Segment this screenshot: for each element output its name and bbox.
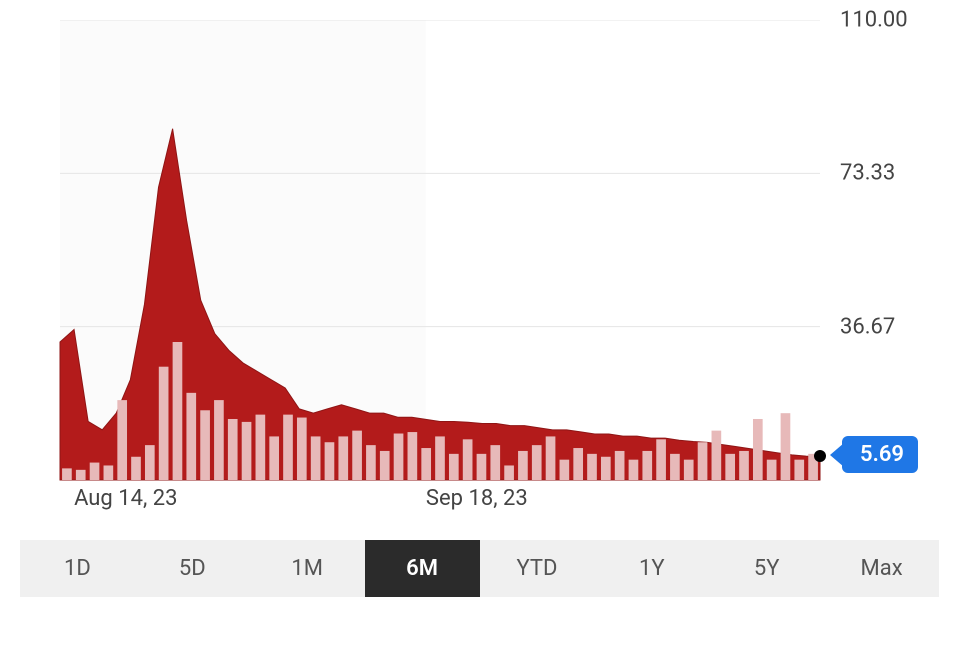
range-selector: 1D 5D 1M 6M YTD 1Y 5Y Max [20, 540, 939, 597]
range-btn-5y[interactable]: 5Y [709, 540, 824, 597]
x-axis-tick-label: Aug 14, 23 [74, 486, 177, 511]
y-axis-tick-label: 110.00 [840, 8, 920, 33]
range-btn-ytd[interactable]: YTD [480, 540, 595, 597]
y-axis-tick-label: 73.33 [840, 161, 920, 186]
price-area-chart[interactable] [20, 20, 940, 516]
range-btn-1y[interactable]: 1Y [594, 540, 709, 597]
x-axis-tick-label: Sep 18, 23 [426, 486, 528, 511]
range-btn-max[interactable]: Max [824, 540, 939, 597]
y-axis-tick-label: 36.67 [840, 314, 920, 339]
range-btn-5d[interactable]: 5D [135, 540, 250, 597]
range-btn-1d[interactable]: 1D [20, 540, 135, 597]
range-btn-6m[interactable]: 6M [365, 540, 480, 597]
range-btn-1m[interactable]: 1M [250, 540, 365, 597]
last-price-flag: 5.69 [842, 436, 918, 473]
last-price-dot [814, 450, 826, 462]
price-chart-container: 110.0073.3336.67Aug 14, 23Sep 18, 235.69 [20, 20, 940, 516]
